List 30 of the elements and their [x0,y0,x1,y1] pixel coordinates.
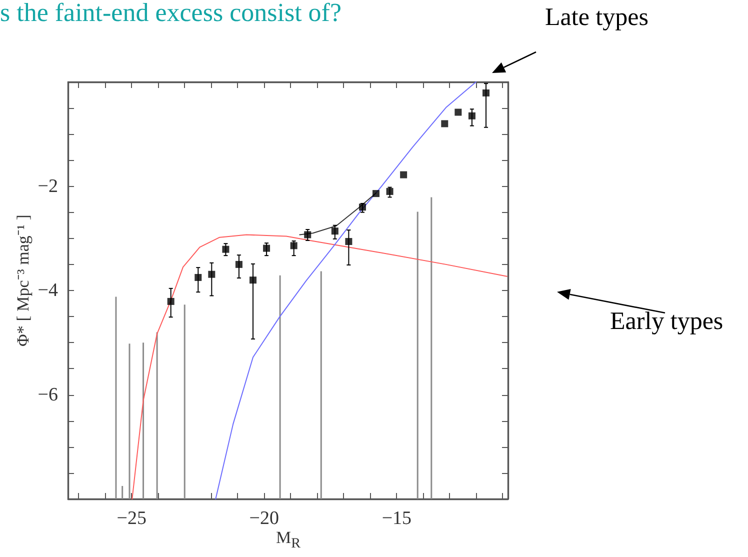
point [208,270,216,278]
x-tick-label: −15 [382,508,412,529]
point [304,231,312,238]
point [167,298,174,305]
point [331,228,338,235]
x-tick-label: −25 [116,508,146,529]
x-tick-label: −20 [249,508,280,529]
x-axis-title: M$_{R}$ [276,528,301,552]
point [345,238,352,246]
point [482,89,490,96]
point [372,190,380,198]
point [400,171,408,178]
point [235,260,242,268]
point [386,188,394,195]
y-tick-label: −4 [38,280,58,301]
line-series [132,234,508,500]
text: Late types [545,4,648,32]
chart-title: s the faint-end excess consist of? [0,0,342,28]
y-tick-label: −6 [38,384,58,406]
point [222,246,230,253]
point [454,108,462,116]
point [441,120,448,128]
y-axis-title: Φ* [ Mpc⁻³ mag⁻¹ ] [12,214,34,346]
line-series [215,82,476,500]
text: Early types [610,308,724,336]
point [250,276,257,284]
point [194,274,202,281]
point [358,204,366,211]
y-tick-label: −2 [38,176,58,197]
point [468,112,476,120]
